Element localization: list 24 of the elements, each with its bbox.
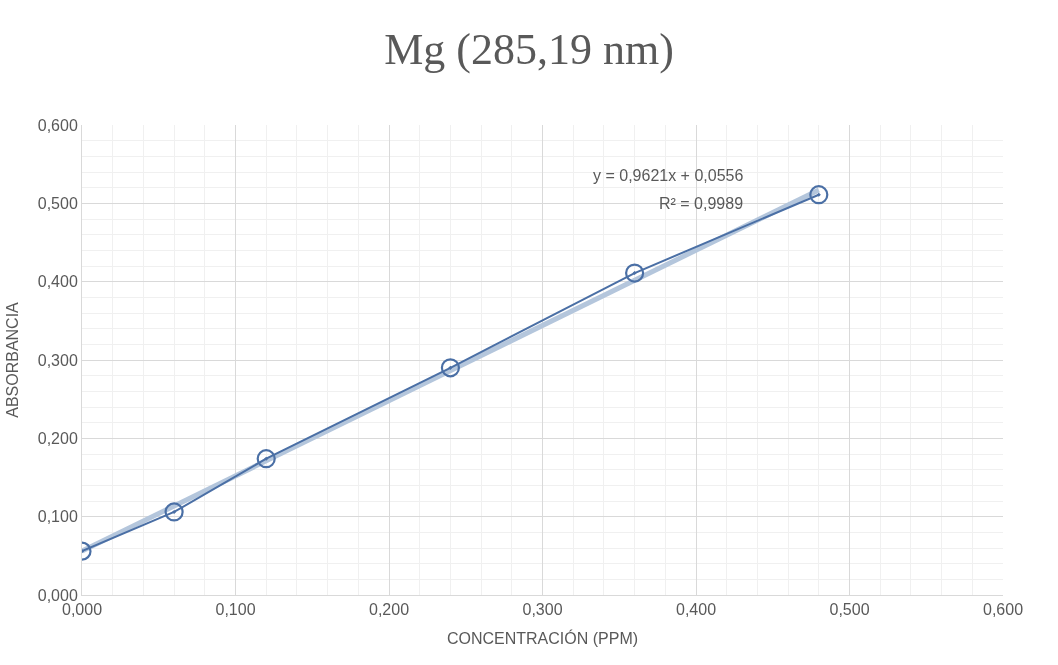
y-tick-label: 0,600 — [37, 116, 78, 134]
point — [440, 358, 460, 378]
point — [625, 263, 645, 283]
y-tick-label: 0,100 — [37, 508, 78, 526]
x-tick-label: 0,400 — [675, 601, 717, 619]
y-tick-label: 0,000 — [37, 586, 78, 604]
x-tick-label: 0,600 — [982, 601, 1024, 619]
y-tick-label: 0,500 — [37, 194, 78, 212]
x-tick-label: 0,000 — [61, 601, 103, 619]
annotation: y = 0,9621x + 0,0556 — [593, 167, 744, 184]
y-tick-label: 0,300 — [37, 351, 78, 369]
annotation: R² = 0,9989 — [659, 195, 744, 212]
y-tick-label: 0,200 — [37, 429, 78, 447]
y-tick-label: 0,400 — [37, 273, 78, 291]
y-axis-title: ABSORBANCIA — [3, 301, 21, 418]
point — [809, 185, 829, 205]
x-tick-label: 0,200 — [368, 601, 410, 619]
point — [164, 502, 184, 522]
chart-title: Mg (285,19 nm) — [384, 25, 674, 75]
point — [256, 449, 276, 469]
x-tick-label: 0,100 — [215, 601, 256, 619]
x-tick-label: 0,300 — [522, 601, 563, 619]
x-axis-title: CONCENTRACIÓN (PPM) — [446, 628, 639, 647]
x-tick-label: 0,500 — [829, 601, 870, 619]
